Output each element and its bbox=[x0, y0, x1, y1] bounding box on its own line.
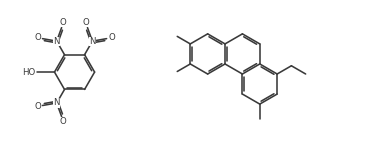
Text: HO: HO bbox=[22, 68, 35, 77]
Text: N: N bbox=[54, 37, 60, 46]
Text: N: N bbox=[54, 99, 60, 107]
Text: N: N bbox=[89, 37, 96, 46]
Text: O: O bbox=[60, 117, 67, 126]
Text: O: O bbox=[34, 102, 41, 111]
Text: O: O bbox=[34, 33, 41, 42]
Text: O: O bbox=[60, 18, 67, 27]
Text: O: O bbox=[108, 33, 115, 42]
Text: O: O bbox=[82, 18, 89, 27]
